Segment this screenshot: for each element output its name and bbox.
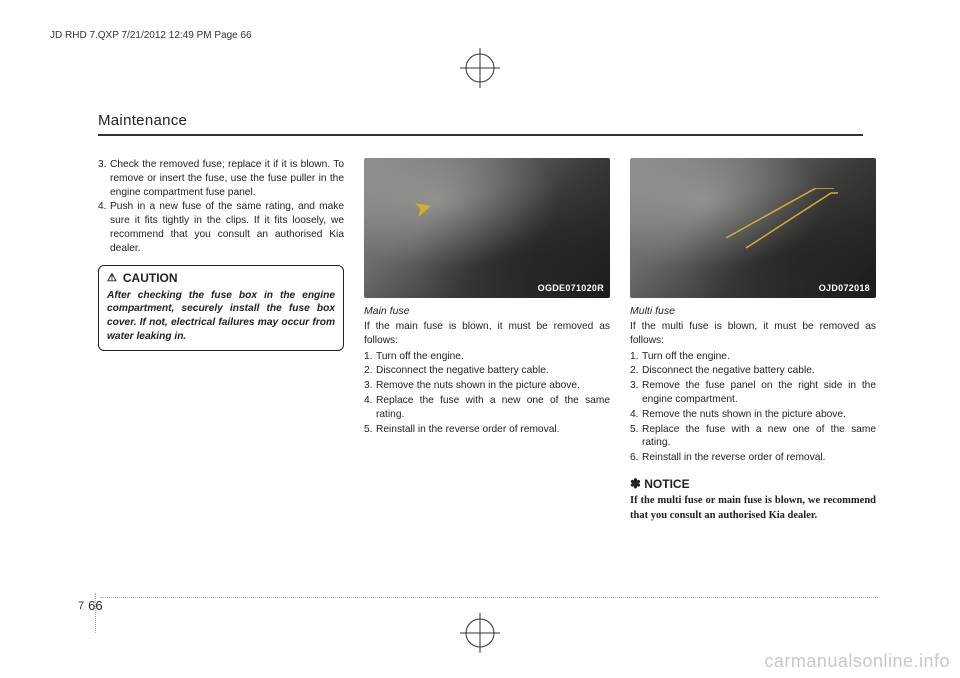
page-num: 66 <box>88 598 102 613</box>
list-text: Remove the fuse panel on the right side … <box>642 379 876 407</box>
notice-heading: ✽ NOTICE <box>630 475 876 493</box>
list-item: 2.Disconnect the negative battery cable. <box>630 364 876 378</box>
list-num: 1. <box>364 350 376 364</box>
list-text: Push in a new fuse of the same rating, a… <box>110 200 344 255</box>
body-text: If the main fuse is blown, it must be re… <box>364 320 610 348</box>
list-num: 4. <box>98 200 110 255</box>
sub-heading: Multi fuse <box>630 304 876 318</box>
list-text: Reinstall in the reverse order of remova… <box>642 451 876 465</box>
caution-box: ⚠ CAUTION After checking the fuse box in… <box>98 265 344 350</box>
list-text: Remove the nuts shown in the picture abo… <box>642 408 876 422</box>
list-text: Reinstall in the reverse order of remova… <box>376 423 610 437</box>
column-right: OJD072018 Multi fuse If the multi fuse i… <box>630 158 876 523</box>
list-text: Disconnect the negative battery cable. <box>642 364 876 378</box>
list-item: 6.Reinstall in the reverse order of remo… <box>630 451 876 465</box>
caution-label: CAUTION <box>123 270 178 286</box>
file-header: JD RHD 7.QXP 7/21/2012 12:49 PM Page 66 <box>50 30 252 41</box>
list-num: 3. <box>630 379 642 407</box>
crop-mark-bottom <box>460 613 500 653</box>
chapter-number: 7 <box>78 600 84 612</box>
list-item: 3.Remove the fuse panel on the right sid… <box>630 379 876 407</box>
column-left: 3. Check the removed fuse; replace it if… <box>98 158 344 523</box>
section-rule <box>98 134 863 136</box>
list-item: 4.Replace the fuse with a new one of the… <box>364 394 610 422</box>
list-num: 3. <box>98 158 110 199</box>
caution-header: ⚠ CAUTION <box>99 266 343 288</box>
figure-multi-fuse: OJD072018 <box>630 158 876 298</box>
list-num: 6. <box>630 451 642 465</box>
list-num: 5. <box>630 423 642 451</box>
list-item: 4.Remove the nuts shown in the picture a… <box>630 408 876 422</box>
list-text: Turn off the engine. <box>642 350 876 364</box>
figure-label: OJD072018 <box>819 282 870 294</box>
list-num: 1. <box>630 350 642 364</box>
figure-main-fuse: ➤ OGDE071020R <box>364 158 610 298</box>
list-item: 3.Remove the nuts shown in the picture a… <box>364 379 610 393</box>
list-num: 3. <box>364 379 376 393</box>
list-num: 5. <box>364 423 376 437</box>
watermark: carmanualsonline.info <box>764 651 950 672</box>
list-item: 1.Turn off the engine. <box>364 350 610 364</box>
list-item: 5.Reinstall in the reverse order of remo… <box>364 423 610 437</box>
notice-label: NOTICE <box>644 477 689 491</box>
sub-heading: Main fuse <box>364 304 610 318</box>
list-text: Check the removed fuse; replace it if it… <box>110 158 344 199</box>
section-title: Maintenance <box>98 112 187 129</box>
list-text: Replace the fuse with a new one of the s… <box>376 394 610 422</box>
figure-label: OGDE071020R <box>538 282 604 294</box>
notice-icon: ✽ <box>630 476 641 491</box>
list-item: 1.Turn off the engine. <box>630 350 876 364</box>
body-text: If the multi fuse is blown, it must be r… <box>630 320 876 348</box>
list-item: 5.Replace the fuse with a new one of the… <box>630 423 876 451</box>
list-item: 2.Disconnect the negative battery cable. <box>364 364 610 378</box>
list-num: 2. <box>364 364 376 378</box>
list-num: 2. <box>630 364 642 378</box>
column-middle: ➤ OGDE071020R Main fuse If the main fuse… <box>364 158 610 523</box>
warning-icon: ⚠ <box>107 271 117 286</box>
list-num: 4. <box>630 408 642 422</box>
caution-body: After checking the fuse box in the engin… <box>99 289 343 350</box>
list-text: Disconnect the negative battery cable. <box>376 364 610 378</box>
list-text: Replace the fuse with a new one of the s… <box>642 423 876 451</box>
page-number: 7 66 <box>78 598 103 613</box>
list-text: Turn off the engine. <box>376 350 610 364</box>
arrow-icon: ➤ <box>410 191 435 224</box>
list-text: Remove the nuts shown in the picture abo… <box>376 379 610 393</box>
notice-body: If the multi fuse or main fuse is blown,… <box>630 494 876 522</box>
crop-mark-top <box>460 48 500 88</box>
list-num: 4. <box>364 394 376 422</box>
dotted-rule-horizontal <box>100 597 878 598</box>
callout-lines <box>726 188 846 258</box>
list-item: 3. Check the removed fuse; replace it if… <box>98 158 344 199</box>
list-item: 4. Push in a new fuse of the same rating… <box>98 200 344 255</box>
content-area: 3. Check the removed fuse; replace it if… <box>98 158 878 523</box>
